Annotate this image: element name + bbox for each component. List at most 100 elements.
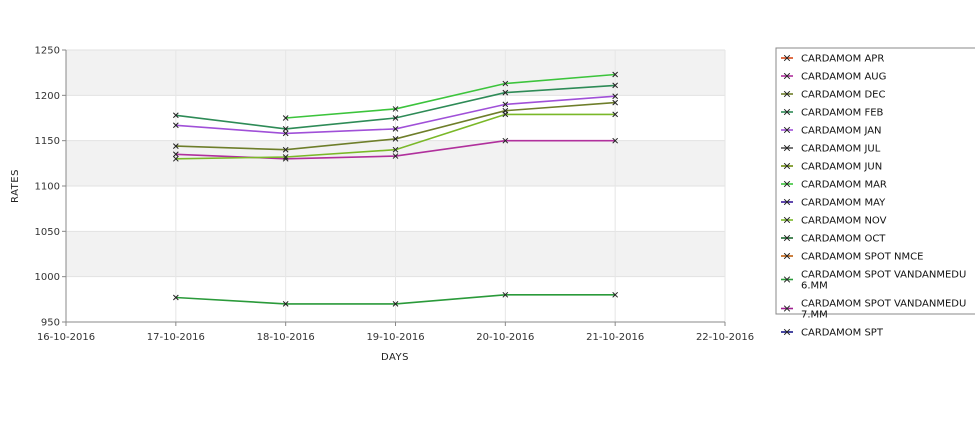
y-axis-ticks: 950 1000 1050 1100 1150 1200 1250 <box>35 46 66 329</box>
legend-label: CARDAMOM APR <box>801 54 884 65</box>
data-point-marker <box>282 126 289 132</box>
legend-label: CARDAMOM SPOT VANDANMEDU 7.MM <box>801 299 966 321</box>
legend-item: CARDAMOM JAN <box>781 126 882 137</box>
x-tick-label: 17-10-2016 <box>147 332 205 343</box>
data-point-marker <box>392 126 399 132</box>
data-point-marker <box>502 89 509 96</box>
y-tick-label: 1050 <box>35 227 60 238</box>
y-tick-label: 1000 <box>35 272 60 283</box>
legend-swatch-marker <box>783 180 791 188</box>
legend-label: CARDAMOM JUL <box>801 144 881 155</box>
data-point-marker <box>392 146 399 153</box>
data-point-marker <box>282 130 289 137</box>
legend-item: CARDAMOM SPOT VANDANMEDU 7.MM <box>781 299 966 321</box>
legend-item: CARDAMOM JUN <box>781 162 882 173</box>
y-axis-title: RATES <box>10 169 21 203</box>
legend-label: CARDAMOM AUG <box>801 72 886 83</box>
data-point-marker <box>612 111 619 118</box>
legend-label: CARDAMOM MAR <box>801 180 887 191</box>
legend-swatch-marker <box>783 54 791 62</box>
data-point-marker <box>392 135 399 142</box>
x-tick-label: 20-10-2016 <box>476 332 534 343</box>
legend-item: CARDAMOM MAY <box>781 198 886 209</box>
legend-swatch-marker <box>783 162 791 170</box>
legend-swatch-marker <box>783 216 791 224</box>
y-tick-label: 1100 <box>35 182 60 193</box>
series <box>172 82 619 132</box>
legend-item: CARDAMOM DEC <box>781 90 885 101</box>
data-point-marker <box>172 122 179 129</box>
x-tick-label: 16-10-2016 <box>37 332 95 343</box>
legend-label: CARDAMOM JUN <box>801 162 882 173</box>
data-point-marker <box>612 71 619 78</box>
legend: CARDAMOM APR CARDAMOM AUG CARDAMOM DEC CARD… <box>775 47 975 339</box>
data-point-marker <box>172 155 179 162</box>
x-axis-ticks: 16-10-2016 17-10-2016 18-10-2016 19-10-2016… <box>37 322 754 343</box>
legend-swatch-marker <box>783 305 791 312</box>
data-point-marker <box>392 106 399 112</box>
data-point-marker <box>502 80 509 87</box>
legend-item: CARDAMOM APR <box>781 54 884 65</box>
x-tick-label: 22-10-2016 <box>696 332 754 343</box>
legend-item: CARDAMOM SPT <box>781 328 884 339</box>
data-point-marker <box>502 291 509 298</box>
y-tick-label: 1150 <box>35 136 60 147</box>
data-point-marker <box>392 115 399 121</box>
data-point-marker <box>502 101 509 108</box>
x-tick-label: 21-10-2016 <box>586 332 644 343</box>
legend-label: CARDAMOM SPOT VANDANMEDU 6.MM <box>801 270 966 292</box>
data-point-marker <box>282 115 289 121</box>
series-line <box>285 73 616 119</box>
legend-label: CARDAMOM OCT <box>801 234 886 245</box>
legend-swatch-marker <box>783 328 791 336</box>
data-point-marker <box>172 143 179 149</box>
data-point-marker <box>612 82 619 89</box>
legend-swatch-marker <box>783 276 791 283</box>
y-tick-label: 1200 <box>35 91 60 102</box>
y-tick-label: 950 <box>41 318 60 329</box>
legend-swatch-marker <box>783 108 791 116</box>
y-tick-label: 1250 <box>35 46 60 57</box>
legend-label: CARDAMOM MAY <box>801 198 886 209</box>
legend-item: CARDAMOM SPOT VANDANMEDU 6.MM <box>781 270 966 292</box>
legend-label: CARDAMOM SPT <box>801 328 884 339</box>
legend-label: CARDAMOM FEB <box>801 108 884 119</box>
data-point-marker <box>612 99 619 106</box>
legend-box <box>775 47 975 315</box>
series <box>282 71 619 121</box>
series-layer <box>172 71 619 307</box>
data-point-marker <box>392 301 399 307</box>
legend-swatch-marker <box>783 234 791 242</box>
x-axis-title: DAYS <box>381 352 409 363</box>
legend-swatch-marker <box>783 72 791 80</box>
data-point-marker <box>502 137 509 144</box>
legend-label: CARDAMOM NOV <box>801 216 887 227</box>
legend-swatch-marker <box>783 126 791 134</box>
x-tick-label: 19-10-2016 <box>366 332 424 343</box>
x-tick-label: 18-10-2016 <box>257 332 315 343</box>
legend-label: CARDAMOM DEC <box>801 90 885 101</box>
data-point-marker <box>282 154 289 160</box>
legend-swatch-marker <box>783 144 791 152</box>
series <box>172 99 619 153</box>
series <box>172 93 619 137</box>
legend-item: CARDAMOM OCT <box>781 234 886 245</box>
data-point-marker <box>172 294 179 301</box>
legend-swatch-marker <box>783 252 791 260</box>
data-point-marker <box>612 137 619 144</box>
data-point-marker <box>172 151 179 158</box>
data-point-marker <box>282 146 289 153</box>
legend-label: CARDAMOM JAN <box>801 126 882 137</box>
legend-item: CARDAMOM MAR <box>781 180 887 191</box>
data-point-marker <box>612 291 619 298</box>
legend-item: CARDAMOM FEB <box>781 108 884 119</box>
series <box>172 291 619 307</box>
data-point-marker <box>172 112 179 119</box>
legend-swatch-marker <box>783 198 791 206</box>
legend-item: CARDAMOM NOV <box>781 216 887 227</box>
legend-label: CARDAMOM SPOT NMCE <box>801 252 923 263</box>
data-point-marker <box>282 301 289 307</box>
data-point-marker <box>612 93 619 100</box>
legend-item: CARDAMOM AUG <box>781 72 886 83</box>
